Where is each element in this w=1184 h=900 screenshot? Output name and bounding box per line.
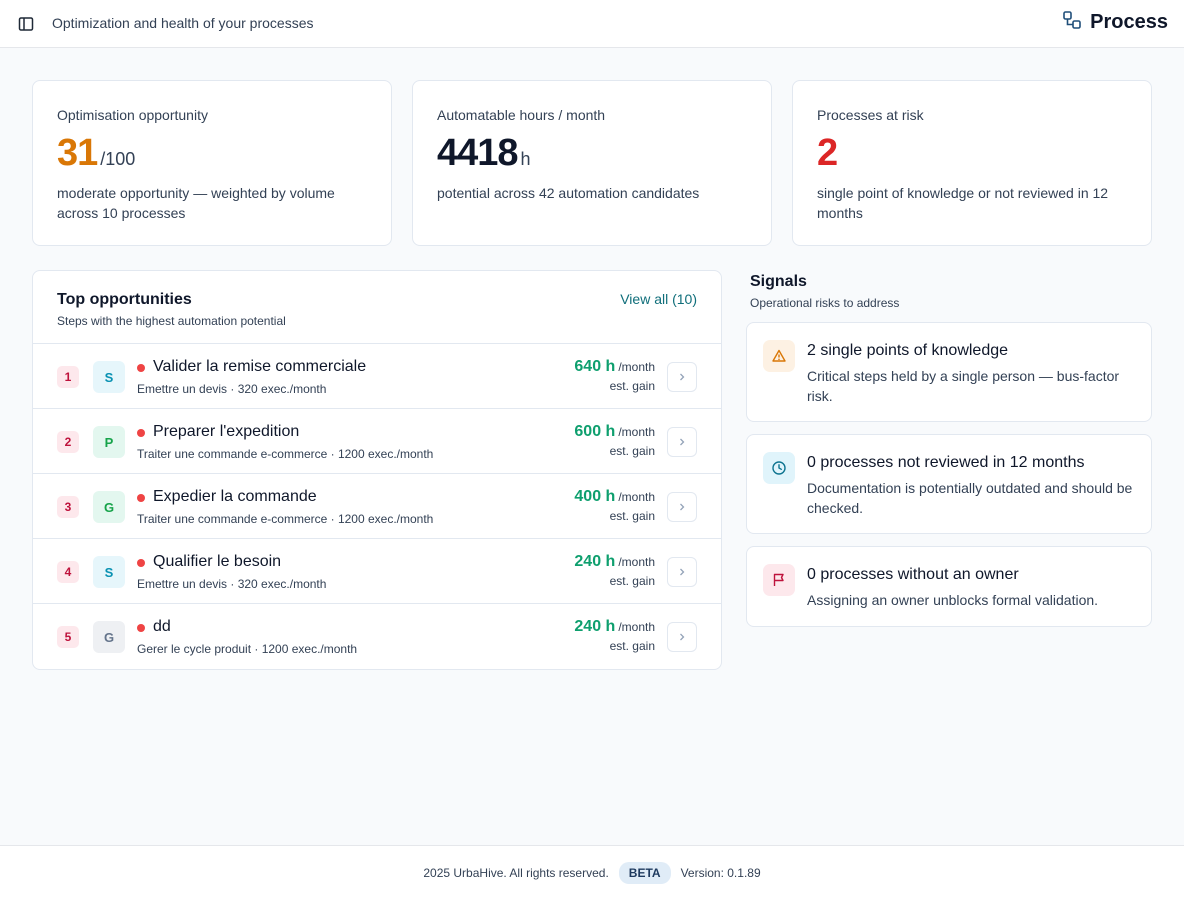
step-name: Valider la remise commerciale	[153, 358, 367, 375]
page-subtitle: Optimization and health of your processe…	[52, 15, 314, 31]
table-row[interactable]: 1 S Valider la remise commerciale Emettr…	[33, 344, 721, 409]
step-meta: Emettre un devis · 320 exec./month	[137, 382, 327, 396]
rank-badge: 5	[57, 626, 79, 648]
gain-value: 600 h	[574, 423, 616, 440]
signals-title: Signals	[750, 273, 807, 290]
per-month-label: /month	[618, 425, 655, 439]
table-row[interactable]: 5 G dd Gerer le cycle produit · 1200 exe…	[33, 604, 721, 669]
avatar: S	[93, 556, 125, 588]
table-row[interactable]: 3 G Expedier la commande Traiter une com…	[33, 474, 721, 539]
signal-description: Assigning an owner unblocks formal valid…	[807, 592, 1099, 608]
signal-description: Documentation is potentially outdated an…	[807, 480, 1133, 516]
signal-card-no-owner[interactable]: 0 processes without an owner Assigning a…	[746, 546, 1152, 627]
per-month-label: /month	[618, 360, 655, 374]
kpi-value: 2	[817, 132, 838, 174]
step-name: dd	[153, 618, 171, 635]
flag-icon	[763, 564, 795, 596]
kpi-card-optimisation: Optimisation opportunity 31 /100 moderat…	[32, 80, 392, 246]
estimated-gain: 600 h/month est. gain	[574, 423, 655, 458]
estimated-gain: 640 h/month est. gain	[574, 358, 655, 393]
gain-value: 240 h	[574, 618, 616, 635]
beta-badge: BETA	[618, 862, 671, 884]
chevron-right-icon[interactable]	[667, 622, 697, 652]
kpi-label: Optimisation opportunity	[57, 107, 208, 123]
avatar: P	[93, 426, 125, 458]
step-meta: Emettre un devis · 320 exec./month	[137, 577, 327, 591]
per-month-label: /month	[618, 620, 655, 634]
per-month-label: /month	[618, 555, 655, 569]
est-gain-label: est. gain	[609, 639, 655, 653]
view-all-link[interactable]: View all (10)	[620, 291, 697, 307]
kpi-label: Automatable hours / month	[437, 107, 606, 123]
signal-description: Critical steps held by a single person —…	[807, 368, 1120, 404]
chevron-right-icon[interactable]	[667, 427, 697, 457]
brand: Process	[1062, 10, 1168, 35]
status-dot	[137, 494, 145, 502]
estimated-gain: 240 h/month est. gain	[574, 553, 655, 588]
panel-title: Top opportunities	[57, 291, 192, 308]
rank-badge: 4	[57, 561, 79, 583]
signal-card-not-reviewed[interactable]: 0 processes not reviewed in 12 months Do…	[746, 434, 1152, 534]
gain-value: 400 h	[574, 488, 616, 505]
step-name: Expedier la commande	[153, 488, 317, 505]
top-opportunities-panel: Top opportunities Steps with the highest…	[32, 270, 722, 670]
avatar: G	[93, 621, 125, 653]
avatar: G	[93, 491, 125, 523]
status-dot	[137, 624, 145, 632]
kpi-card-processes-at-risk: Processes at risk 2 single point of know…	[792, 80, 1152, 246]
kpi-card-automatable-hours: Automatable hours / month 4418 h potenti…	[412, 80, 772, 246]
brand-title: Process	[1090, 11, 1168, 33]
kpi-description: moderate opportunity — weighted by volum…	[57, 185, 335, 221]
version-text: Version: 0.1.89	[680, 866, 761, 880]
kpi-value: 31	[57, 132, 98, 174]
step-meta: Gerer le cycle produit · 1200 exec./mont…	[137, 642, 358, 656]
est-gain-label: est. gain	[609, 574, 655, 588]
rank-badge: 3	[57, 496, 79, 518]
est-gain-label: est. gain	[609, 444, 655, 458]
per-month-label: /month	[618, 490, 655, 504]
status-dot	[137, 559, 145, 567]
estimated-gain: 400 h/month est. gain	[574, 488, 655, 523]
est-gain-label: est. gain	[609, 509, 655, 523]
warning-icon	[763, 340, 795, 372]
kpi-unit: /100	[100, 149, 136, 169]
rank-badge: 1	[57, 366, 79, 388]
kpi-description: potential across 42 automation candidate…	[437, 185, 700, 201]
status-dot	[137, 429, 145, 437]
kpi-label: Processes at risk	[817, 107, 924, 123]
signal-title: 2 single points of knowledge	[807, 342, 1009, 359]
chevron-right-icon[interactable]	[667, 557, 697, 587]
sidebar-toggle-icon[interactable]	[16, 14, 36, 34]
panel-subtitle: Steps with the highest automation potent…	[57, 314, 286, 328]
top-bar: Optimization and health of your processe…	[0, 0, 1184, 48]
clock-icon	[763, 452, 795, 484]
avatar: S	[93, 361, 125, 393]
signal-title: 0 processes not reviewed in 12 months	[807, 454, 1085, 471]
kpi-unit: h	[520, 149, 531, 169]
signal-card-single-points[interactable]: 2 single points of knowledge Critical st…	[746, 322, 1152, 422]
footer: 2025 UrbaHive. All rights reserved. BETA…	[0, 845, 1184, 900]
table-row[interactable]: 2 P Preparer l'expedition Traiter une co…	[33, 409, 721, 474]
signals-subtitle: Operational risks to address	[750, 296, 900, 310]
estimated-gain: 240 h/month est. gain	[574, 618, 655, 653]
process-flow-icon	[1062, 10, 1082, 35]
copyright-text: 2025 UrbaHive. All rights reserved.	[423, 866, 609, 880]
kpi-description: single point of knowledge or not reviewe…	[817, 185, 1109, 221]
chevron-right-icon[interactable]	[667, 492, 697, 522]
est-gain-label: est. gain	[609, 379, 655, 393]
gain-value: 640 h	[574, 358, 616, 375]
chevron-right-icon[interactable]	[667, 362, 697, 392]
gain-value: 240 h	[574, 553, 616, 570]
step-name: Qualifier le besoin	[153, 553, 282, 570]
step-meta: Traiter une commande e-commerce · 1200 e…	[137, 447, 434, 461]
step-name: Preparer l'expedition	[153, 423, 300, 440]
status-dot	[137, 364, 145, 372]
signal-title: 0 processes without an owner	[807, 566, 1019, 583]
rank-badge: 2	[57, 431, 79, 453]
step-meta: Traiter une commande e-commerce · 1200 e…	[137, 512, 434, 526]
kpi-value: 4418	[437, 132, 519, 174]
table-row[interactable]: 4 S Qualifier le besoin Emettre un devis…	[33, 539, 721, 604]
